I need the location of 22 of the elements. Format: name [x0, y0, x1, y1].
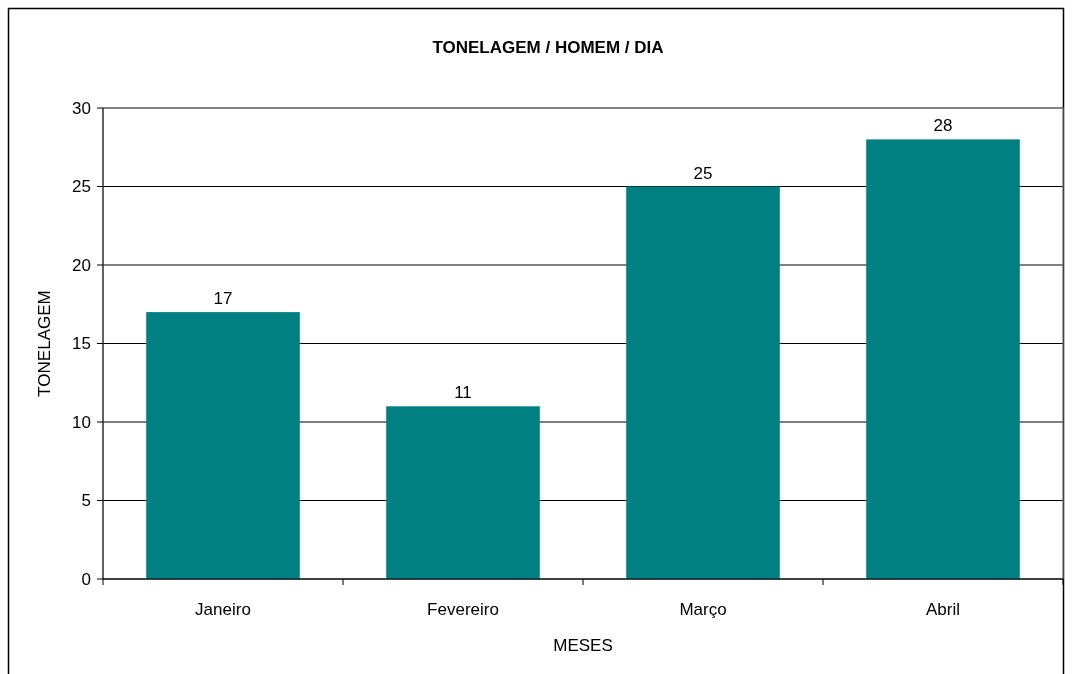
y-tick-label: 20 — [72, 255, 91, 275]
data-label: 17 — [213, 289, 233, 309]
x-tick-label: Março — [679, 600, 727, 619]
y-tick-label: 5 — [81, 491, 91, 511]
y-axis-title: TONELAGEM — [35, 290, 54, 397]
bar — [146, 312, 300, 579]
data-label: 11 — [454, 383, 472, 403]
x-axis-title: MESES — [553, 636, 613, 655]
y-tick-label: 25 — [72, 177, 91, 197]
y-tick-label: 15 — [72, 334, 91, 354]
y-tick-label: 10 — [72, 412, 91, 432]
bar — [626, 186, 780, 579]
x-tick-label: Fevereiro — [427, 600, 499, 619]
data-label: 28 — [933, 116, 953, 136]
chart-title: TONELAGEM / HOMEM / DIA — [432, 38, 664, 57]
y-tick-label: 0 — [81, 569, 91, 589]
bar — [866, 139, 1020, 579]
x-tick-label: Abril — [925, 600, 961, 619]
data-label: 25 — [693, 163, 713, 183]
y-tick-label: 30 — [72, 98, 91, 118]
x-tick-label: Janeiro — [195, 600, 251, 619]
bar — [386, 406, 540, 579]
